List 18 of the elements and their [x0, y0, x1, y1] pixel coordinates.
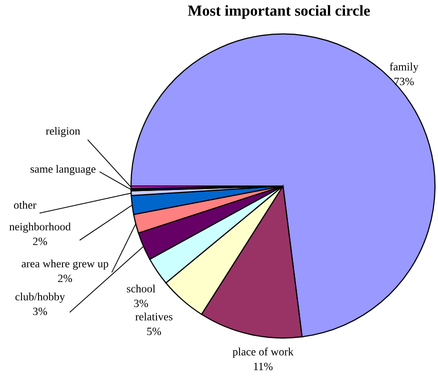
data-label: 2% — [33, 238, 48, 246]
data-label: 5% — [147, 328, 162, 336]
slice-label: religion — [46, 126, 80, 138]
data-label: 73% — [394, 78, 414, 86]
slice-label: relatives — [135, 312, 172, 320]
slice-label: place of work — [232, 348, 294, 358]
slice-label: school — [126, 284, 156, 292]
slice-label: club/hobby — [15, 292, 65, 303]
data-label: 3% — [33, 308, 48, 316]
slice-label: other — [14, 200, 36, 209]
slice-label: neighborhood — [9, 222, 71, 233]
data-label: 11% — [254, 362, 273, 370]
chart-title: Most important social circle — [188, 5, 370, 19]
data-label: 2% — [58, 274, 72, 282]
slice-label: area where grew up — [22, 260, 108, 270]
data-label: 3% — [134, 300, 148, 308]
slice-label: family — [390, 62, 418, 73]
slice-label: same language — [30, 164, 96, 176]
